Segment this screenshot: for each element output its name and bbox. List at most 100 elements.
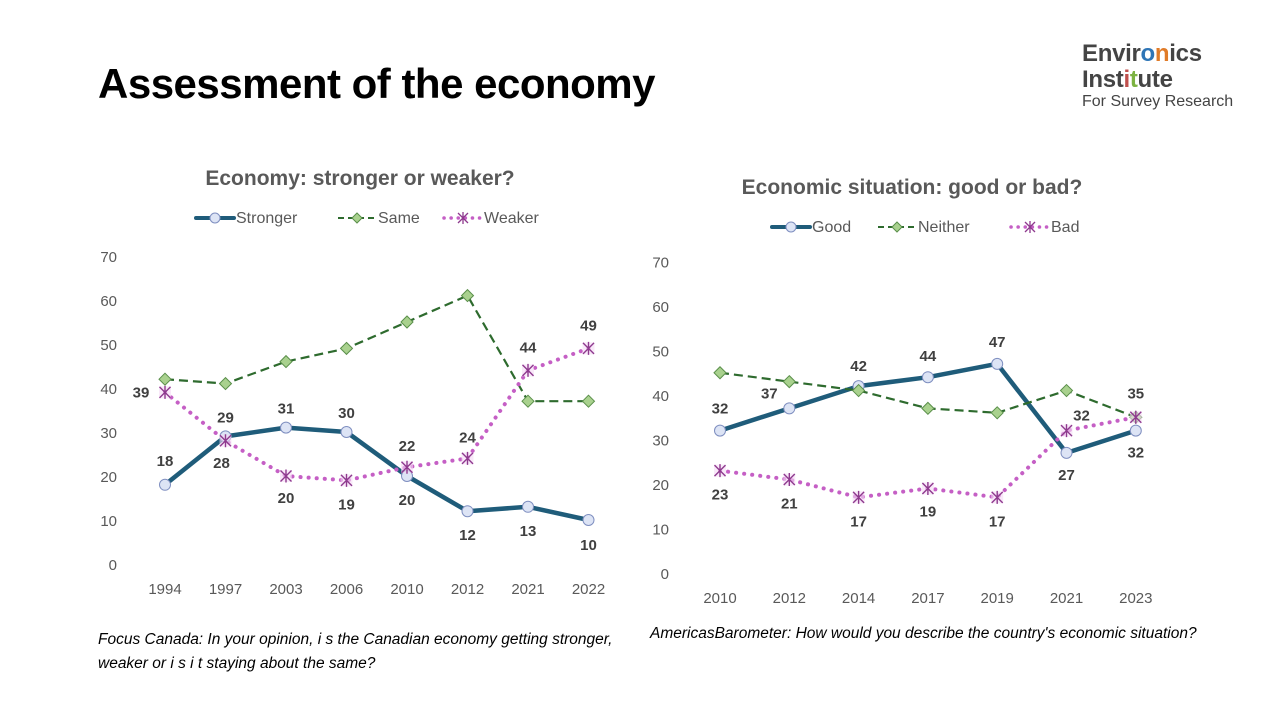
data-label-stronger: 20 (399, 492, 416, 509)
legend-label-bad: Bad (1051, 219, 1079, 236)
x-tick-label: 2017 (911, 590, 944, 607)
x-tick-label: 1994 (148, 581, 181, 598)
point-same (158, 372, 172, 386)
series-line-weaker (163, 346, 591, 483)
legend-marker-same (351, 212, 363, 224)
x-tick-label: 2006 (330, 581, 363, 598)
point-same (521, 394, 535, 408)
y-tick-label: 20 (652, 477, 669, 494)
point-stronger (280, 421, 292, 434)
data-label-bad: 35 (1127, 385, 1144, 402)
y-tick-label: 50 (652, 344, 669, 361)
data-label-stronger: 29 (217, 409, 234, 426)
y-tick-label: 50 (100, 337, 117, 354)
point-bad (991, 490, 1004, 504)
point-stronger (159, 478, 171, 491)
x-tick-label: 2022 (572, 581, 605, 598)
data-label-weaker: 28 (213, 455, 230, 472)
data-label-bad: 19 (920, 503, 937, 520)
y-tick-label: 40 (100, 381, 117, 398)
point-bad (1060, 424, 1073, 438)
point-stronger (522, 500, 534, 513)
data-label-stronger: 12 (459, 527, 476, 544)
point-stronger (461, 505, 474, 518)
y-tick-label: 60 (100, 293, 117, 310)
chart-title: Economic situation: good or bad? (742, 176, 1083, 199)
y-tick-label: 70 (652, 255, 669, 272)
point-weaker (461, 451, 474, 465)
y-tick-label: 20 (100, 469, 117, 486)
x-tick-label: 2021 (511, 581, 544, 598)
point-stronger (340, 426, 353, 438)
data-label-bad: 21 (781, 496, 798, 513)
data-label-weaker: 24 (459, 429, 476, 446)
x-tick-label: 2014 (842, 590, 875, 607)
point-good (1060, 446, 1073, 459)
legend-label-neither: Neither (918, 219, 970, 236)
series-line-stronger (163, 425, 589, 523)
point-good (921, 371, 934, 384)
point-weaker (159, 385, 171, 399)
data-label-good: 47 (989, 334, 1006, 351)
legend-label-stronger: Stronger (236, 210, 298, 227)
point-neither (1059, 383, 1074, 398)
point-bad (783, 473, 796, 487)
data-label-good: 42 (850, 358, 867, 375)
point-weaker (340, 473, 353, 487)
page-title: Assessment of the economy (98, 60, 656, 107)
x-tick-label: 2019 (981, 590, 1014, 607)
data-label-stronger: 10 (580, 537, 597, 554)
point-good (1129, 424, 1142, 437)
point-good (714, 424, 726, 437)
data-label-stronger: 30 (338, 405, 355, 422)
point-neither (990, 406, 1004, 420)
y-tick-label: 0 (109, 557, 117, 574)
y-tick-label: 30 (652, 433, 669, 450)
legend-label-good: Good (812, 219, 851, 236)
y-tick-label: 10 (652, 522, 669, 539)
data-label-weaker: 49 (580, 317, 597, 334)
data-label-weaker: 19 (338, 496, 355, 513)
point-stronger (582, 514, 595, 526)
point-same (400, 315, 414, 329)
data-label-weaker: 39 (133, 384, 150, 401)
point-neither (713, 366, 727, 380)
data-label-bad: 17 (850, 513, 867, 530)
point-same (581, 394, 596, 408)
point-same (279, 354, 293, 369)
point-neither (782, 374, 797, 389)
point-weaker (401, 460, 413, 474)
legend-marker-bad (1024, 221, 1036, 233)
point-neither (851, 383, 866, 398)
point-same (218, 376, 233, 391)
data-label-weaker: 20 (278, 490, 295, 507)
y-tick-label: 30 (100, 425, 117, 442)
point-same (460, 288, 475, 303)
y-tick-label: 0 (661, 566, 669, 583)
point-good (991, 357, 1004, 370)
x-tick-label: 2021 (1050, 590, 1083, 607)
x-tick-label: 1997 (209, 581, 242, 598)
x-tick-label: 2012 (451, 581, 484, 598)
x-tick-label: 2010 (703, 590, 736, 607)
data-label-stronger: 31 (278, 401, 295, 418)
data-label-bad: 32 (1073, 408, 1090, 425)
legend-marker-neither (891, 221, 903, 233)
point-weaker (582, 341, 595, 355)
data-label-stronger: 18 (157, 453, 174, 470)
point-weaker (219, 434, 232, 448)
data-label-bad: 17 (989, 513, 1006, 530)
data-label-good: 27 (1058, 467, 1075, 484)
point-weaker (280, 469, 292, 483)
data-label-good: 44 (920, 348, 937, 365)
legend-label-weaker: Weaker (484, 210, 540, 227)
data-label-good: 32 (1127, 445, 1144, 462)
legend-marker-stronger (209, 212, 221, 224)
legend-marker-good (785, 221, 797, 233)
data-label-good: 37 (761, 385, 778, 402)
data-label-stronger: 13 (520, 523, 537, 540)
x-tick-label: 2003 (269, 581, 302, 598)
point-neither (921, 401, 935, 416)
chart-title: Economy: stronger or weaker? (205, 167, 514, 190)
